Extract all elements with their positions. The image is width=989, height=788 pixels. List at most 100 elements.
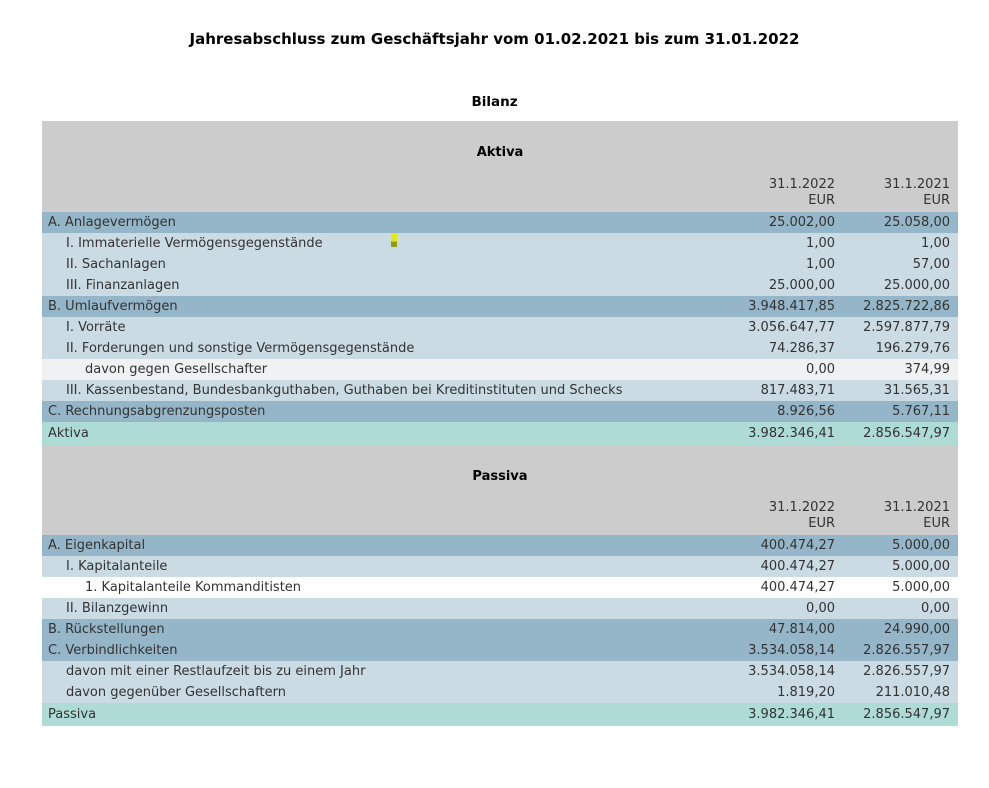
row-value-2021: 24.990,00 [883, 622, 950, 637]
row-value-2022: 3.948.417,85 [748, 299, 835, 314]
highlight-cursor [391, 233, 397, 247]
row-value-2021: 57,00 [912, 257, 950, 272]
row-label: C. Verbindlichkeiten [48, 643, 178, 658]
row-value-2021: 2.597.877,79 [863, 320, 950, 335]
row-label: davon gegenüber Gesellschaftern [66, 685, 286, 700]
table-row: A. Anlagevermögen 25.002,00 25.058,00 [42, 212, 958, 233]
table-row: B. Umlaufvermögen 3.948.417,85 2.825.722,8… [42, 296, 958, 317]
document-title: Jahresabschluss zum Geschäftsjahr vom 01… [189, 30, 800, 48]
row-value-2022: 0,00 [806, 601, 835, 616]
table-row: I. Kapitalanteile 400.474,27 5.000,00 [42, 556, 958, 577]
row-value-2022: 1,00 [806, 257, 835, 272]
row-label: A. Eigenkapital [48, 538, 146, 553]
row-value-2022: 8.926,56 [777, 404, 835, 419]
row-value-2021: 2.826.557,97 [863, 643, 950, 658]
row-label: III. Finanzanlagen [66, 278, 180, 293]
row-label: B. Umlaufvermögen [48, 299, 178, 314]
passiva-header-block: Passiva 31.1.2022 EUR 31.1.2021 EUR [42, 445, 958, 535]
row-label: Aktiva [48, 426, 89, 441]
row-label: davon mit einer Restlaufzeit bis zu eine… [66, 664, 366, 679]
row-value-2021: 25.000,00 [883, 278, 950, 293]
row-value-2022: 25.000,00 [768, 278, 835, 293]
table-row: II. Bilanzgewinn 0,00 0,00 [42, 598, 958, 619]
section-passiva: Passiva 31.1.2022 EUR 31.1.2021 EUR A. E… [42, 445, 958, 726]
row-label: C. Rechnungsabgrenzungsposten [48, 404, 266, 419]
column-date: 31.1.2021 [883, 500, 950, 515]
column-header-2021: 31.1.2021 EUR [835, 177, 958, 209]
row-value-2022: 400.474,27 [760, 538, 835, 553]
row-value-2022: 400.474,27 [760, 580, 835, 595]
passiva-column-headers: 31.1.2022 EUR 31.1.2021 EUR [42, 500, 958, 535]
row-value-2022: 3.982.346,41 [748, 707, 835, 722]
row-value-2022: 0,00 [806, 362, 835, 377]
row-value-2021: 5.000,00 [892, 538, 950, 553]
row-label: A. Anlagevermögen [48, 215, 176, 230]
row-value-2022: 1.819,20 [777, 685, 835, 700]
table-row: C. Rechnungsabgrenzungsposten 8.926,56 5.7… [42, 401, 958, 422]
row-value-2022: 3.534.058,14 [748, 664, 835, 679]
row-label: I. Immaterielle Vermögensgegenstände [66, 236, 323, 251]
row-label: Passiva [48, 707, 97, 722]
row-value-2022: 3.534.058,14 [748, 643, 835, 658]
row-value-2022: 74.286,37 [768, 341, 835, 356]
table-row: 1. Kapitalanteile Kommanditisten 400.474,… [42, 577, 958, 598]
table-row: B. Rückstellungen 47.814,00 24.990,00 [42, 619, 958, 640]
column-unit: EUR [808, 516, 835, 531]
row-value-2021: 211.010,48 [875, 685, 950, 700]
row-value-2021: 2.826.557,97 [863, 664, 950, 679]
table-row: davon gegen Gesellschafter 0,00 374,99 [42, 359, 958, 380]
row-label: B. Rückstellungen [48, 622, 165, 637]
row-label: I. Kapitalanteile [66, 559, 168, 574]
aktiva-column-headers: 31.1.2022 EUR 31.1.2021 EUR [42, 177, 958, 212]
row-value-2022: 3.982.346,41 [748, 426, 835, 441]
column-date: 31.1.2022 [768, 500, 835, 515]
column-unit: EUR [923, 516, 950, 531]
section-aktiva: Aktiva 31.1.2022 EUR 31.1.2021 EUR A. An… [42, 121, 958, 445]
column-header-2022: 31.1.2022 EUR [705, 177, 835, 209]
row-value-2022: 817.483,71 [760, 383, 835, 398]
row-label: II. Sachanlagen [66, 257, 166, 272]
row-value-2021: 374,99 [904, 362, 951, 377]
row-value-2021: 25.058,00 [883, 215, 950, 230]
row-label: III. Kassenbestand, Bundesbankguthaben, … [66, 383, 623, 398]
row-value-2021: 196.279,76 [875, 341, 950, 356]
table-row: I. Vorräte 3.056.647,77 2.597.877,79 [42, 317, 958, 338]
passiva-heading: Passiva [472, 469, 528, 484]
table-row: Passiva 3.982.346,41 2.856.547,97 [42, 703, 958, 726]
table-row: II. Sachanlagen 1,00 57,00 [42, 254, 958, 275]
row-value-2021: 2.825.722,86 [863, 299, 950, 314]
aktiva-heading: Aktiva [476, 145, 524, 160]
balance-sheet-table: Aktiva 31.1.2022 EUR 31.1.2021 EUR A. An… [42, 121, 958, 726]
table-row: III. Finanzanlagen 25.000,00 25.000,00 [42, 275, 958, 296]
row-value-2021: 5.000,00 [892, 580, 950, 595]
passiva-rows: A. Eigenkapital 400.474,27 5.000,00 I. Kapi… [42, 535, 958, 726]
row-value-2021: 31.565,31 [883, 383, 950, 398]
aktiva-header-block: Aktiva 31.1.2022 EUR 31.1.2021 EUR [42, 121, 958, 212]
column-date: 31.1.2022 [768, 177, 835, 192]
row-value-2021: 2.856.547,97 [863, 707, 950, 722]
row-label: I. Vorräte [66, 320, 126, 335]
column-header-2022: 31.1.2022 EUR [705, 500, 835, 532]
row-label: 1. Kapitalanteile Kommanditisten [85, 580, 302, 595]
column-date: 31.1.2021 [883, 177, 950, 192]
row-label: II. Bilanzgewinn [66, 601, 169, 616]
row-value-2022: 1,00 [806, 236, 835, 251]
row-value-2021: 5.000,00 [892, 559, 950, 574]
row-label: II. Forderungen und sonstige Vermögensge… [66, 341, 415, 356]
table-row: I. Immaterielle Vermögensgegenstände 1,00… [42, 233, 958, 254]
column-header-2021: 31.1.2021 EUR [835, 500, 958, 532]
table-row: davon gegenüber Gesellschaftern 1.819,20 2… [42, 682, 958, 703]
row-value-2022: 47.814,00 [768, 622, 835, 637]
row-value-2021: 0,00 [921, 601, 950, 616]
document-subtitle: Bilanz [471, 94, 518, 110]
table-row: Aktiva 3.982.346,41 2.856.547,97 [42, 422, 958, 445]
row-value-2022: 400.474,27 [760, 559, 835, 574]
table-row: II. Forderungen und sonstige Vermögensge… [42, 338, 958, 359]
row-label: davon gegen Gesellschafter [85, 362, 268, 377]
row-value-2022: 25.002,00 [768, 215, 835, 230]
column-unit: EUR [923, 193, 950, 208]
column-unit: EUR [808, 193, 835, 208]
table-row: davon mit einer Restlaufzeit bis zu eine… [42, 661, 958, 682]
row-value-2022: 3.056.647,77 [748, 320, 835, 335]
table-row: III. Kassenbestand, Bundesbankguthaben, … [42, 380, 958, 401]
